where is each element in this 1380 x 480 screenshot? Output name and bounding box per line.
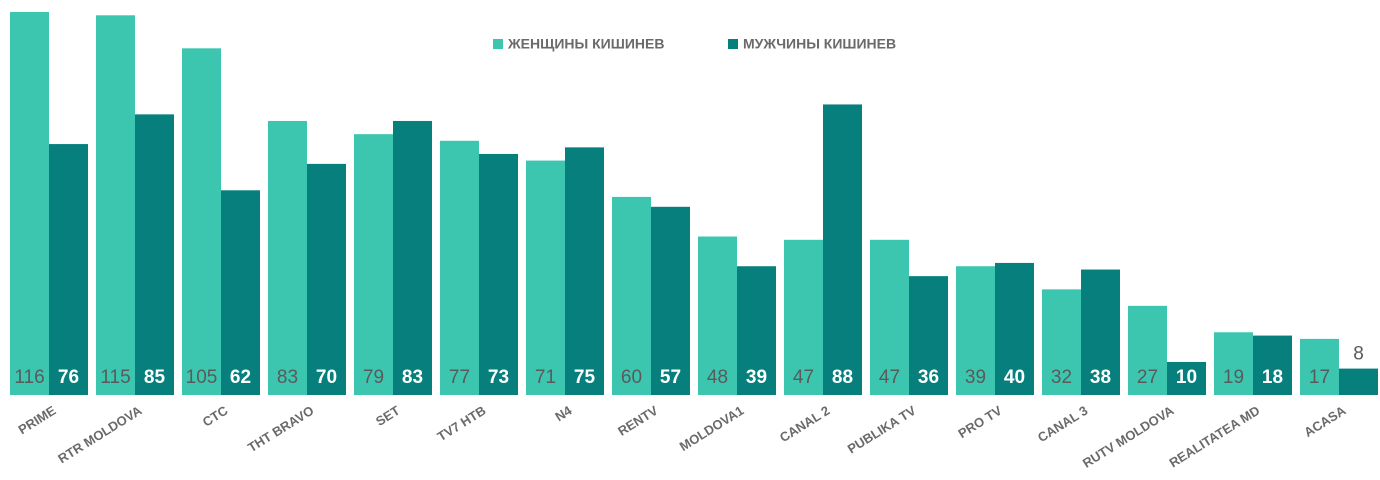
bar bbox=[737, 266, 776, 395]
bar bbox=[1042, 289, 1081, 395]
bar bbox=[956, 266, 995, 395]
value-label: 40 bbox=[1004, 367, 1025, 388]
value-label: 47 bbox=[793, 367, 814, 388]
x-tick-label: CTC bbox=[200, 402, 231, 429]
x-tick-label: PRIME bbox=[16, 403, 59, 438]
bar bbox=[1167, 361, 1206, 395]
bar bbox=[1253, 335, 1292, 395]
value-label: 38 bbox=[1090, 367, 1111, 388]
x-tick-label: PRO TV bbox=[955, 403, 1004, 442]
bar bbox=[698, 236, 737, 395]
bar bbox=[135, 114, 174, 395]
value-label: 115 bbox=[100, 367, 130, 388]
bar bbox=[784, 239, 823, 395]
bar bbox=[870, 239, 909, 395]
value-label: 8 bbox=[1353, 344, 1364, 365]
value-label: 39 bbox=[746, 367, 767, 388]
value-label: 57 bbox=[660, 367, 681, 388]
x-tick-label: CANAL 3 bbox=[1035, 403, 1091, 445]
x-tick-label: MOLDOVA1 bbox=[677, 403, 747, 454]
value-label: 18 bbox=[1262, 367, 1283, 388]
value-label: 47 bbox=[879, 367, 900, 388]
value-label: 83 bbox=[402, 367, 423, 388]
legend-swatch bbox=[493, 39, 503, 49]
x-tick-label: CANAL 2 bbox=[777, 403, 833, 445]
bar bbox=[1339, 368, 1378, 395]
value-label: 17 bbox=[1309, 367, 1330, 388]
x-tick-label: RTR MOLDOVA bbox=[55, 402, 145, 466]
bar bbox=[651, 206, 690, 395]
value-label: 75 bbox=[574, 367, 596, 388]
value-label: 62 bbox=[230, 367, 251, 388]
bar bbox=[10, 12, 49, 395]
legend-label: ЖЕНЩИНЫ КИШИНЕВ bbox=[507, 36, 664, 52]
bar bbox=[823, 104, 862, 395]
x-tick-label: THT BRAVO bbox=[245, 403, 316, 455]
bar bbox=[440, 140, 479, 395]
x-tick-label: RENTV bbox=[615, 403, 661, 439]
bar bbox=[612, 196, 651, 395]
value-label: 105 bbox=[186, 367, 218, 388]
bar bbox=[182, 48, 221, 395]
bar bbox=[526, 160, 565, 395]
value-label: 39 bbox=[965, 367, 986, 388]
legend-label: МУЖЧИНЫ КИШИНЕВ bbox=[743, 36, 896, 52]
value-label: 76 bbox=[58, 367, 79, 388]
bar bbox=[1214, 332, 1253, 395]
bar bbox=[1128, 305, 1167, 395]
bar bbox=[354, 134, 393, 395]
bar bbox=[1300, 338, 1339, 395]
bar bbox=[995, 262, 1034, 395]
bar bbox=[96, 15, 135, 395]
value-label: 48 bbox=[707, 367, 728, 388]
value-label: 85 bbox=[144, 367, 166, 388]
bar bbox=[221, 190, 260, 395]
bar bbox=[307, 163, 346, 395]
x-tick-label: SET bbox=[373, 403, 402, 429]
x-tick-label: PUBLIKA TV bbox=[845, 403, 919, 457]
value-label: 19 bbox=[1223, 367, 1244, 388]
value-label: 60 bbox=[621, 367, 642, 388]
value-label: 27 bbox=[1137, 367, 1158, 388]
value-label: 10 bbox=[1176, 367, 1197, 388]
bar bbox=[268, 120, 307, 395]
value-label: 71 bbox=[535, 367, 556, 388]
bar bbox=[49, 144, 88, 395]
x-tick-label: RUTV MOLDOVA bbox=[1080, 402, 1177, 470]
bar bbox=[565, 147, 604, 395]
x-tick-label: N4 bbox=[552, 402, 575, 424]
value-label: 79 bbox=[363, 367, 384, 388]
value-label: 36 bbox=[918, 367, 939, 388]
value-label: 32 bbox=[1051, 367, 1072, 388]
value-label: 73 bbox=[488, 367, 509, 388]
bar bbox=[393, 120, 432, 395]
value-label: 88 bbox=[832, 367, 853, 388]
x-tick-label: TV7 HTB bbox=[435, 403, 489, 444]
value-label: 70 bbox=[316, 367, 337, 388]
value-label: 116 bbox=[14, 367, 44, 388]
x-tick-label: ACASA bbox=[1301, 402, 1349, 440]
bar bbox=[479, 153, 518, 395]
legend-swatch bbox=[728, 39, 738, 49]
bar bbox=[909, 276, 948, 395]
value-label: 83 bbox=[277, 367, 298, 388]
x-tick-label: REALITATEA MD bbox=[1166, 403, 1262, 471]
value-label: 77 bbox=[449, 367, 470, 388]
bar bbox=[1081, 269, 1120, 395]
